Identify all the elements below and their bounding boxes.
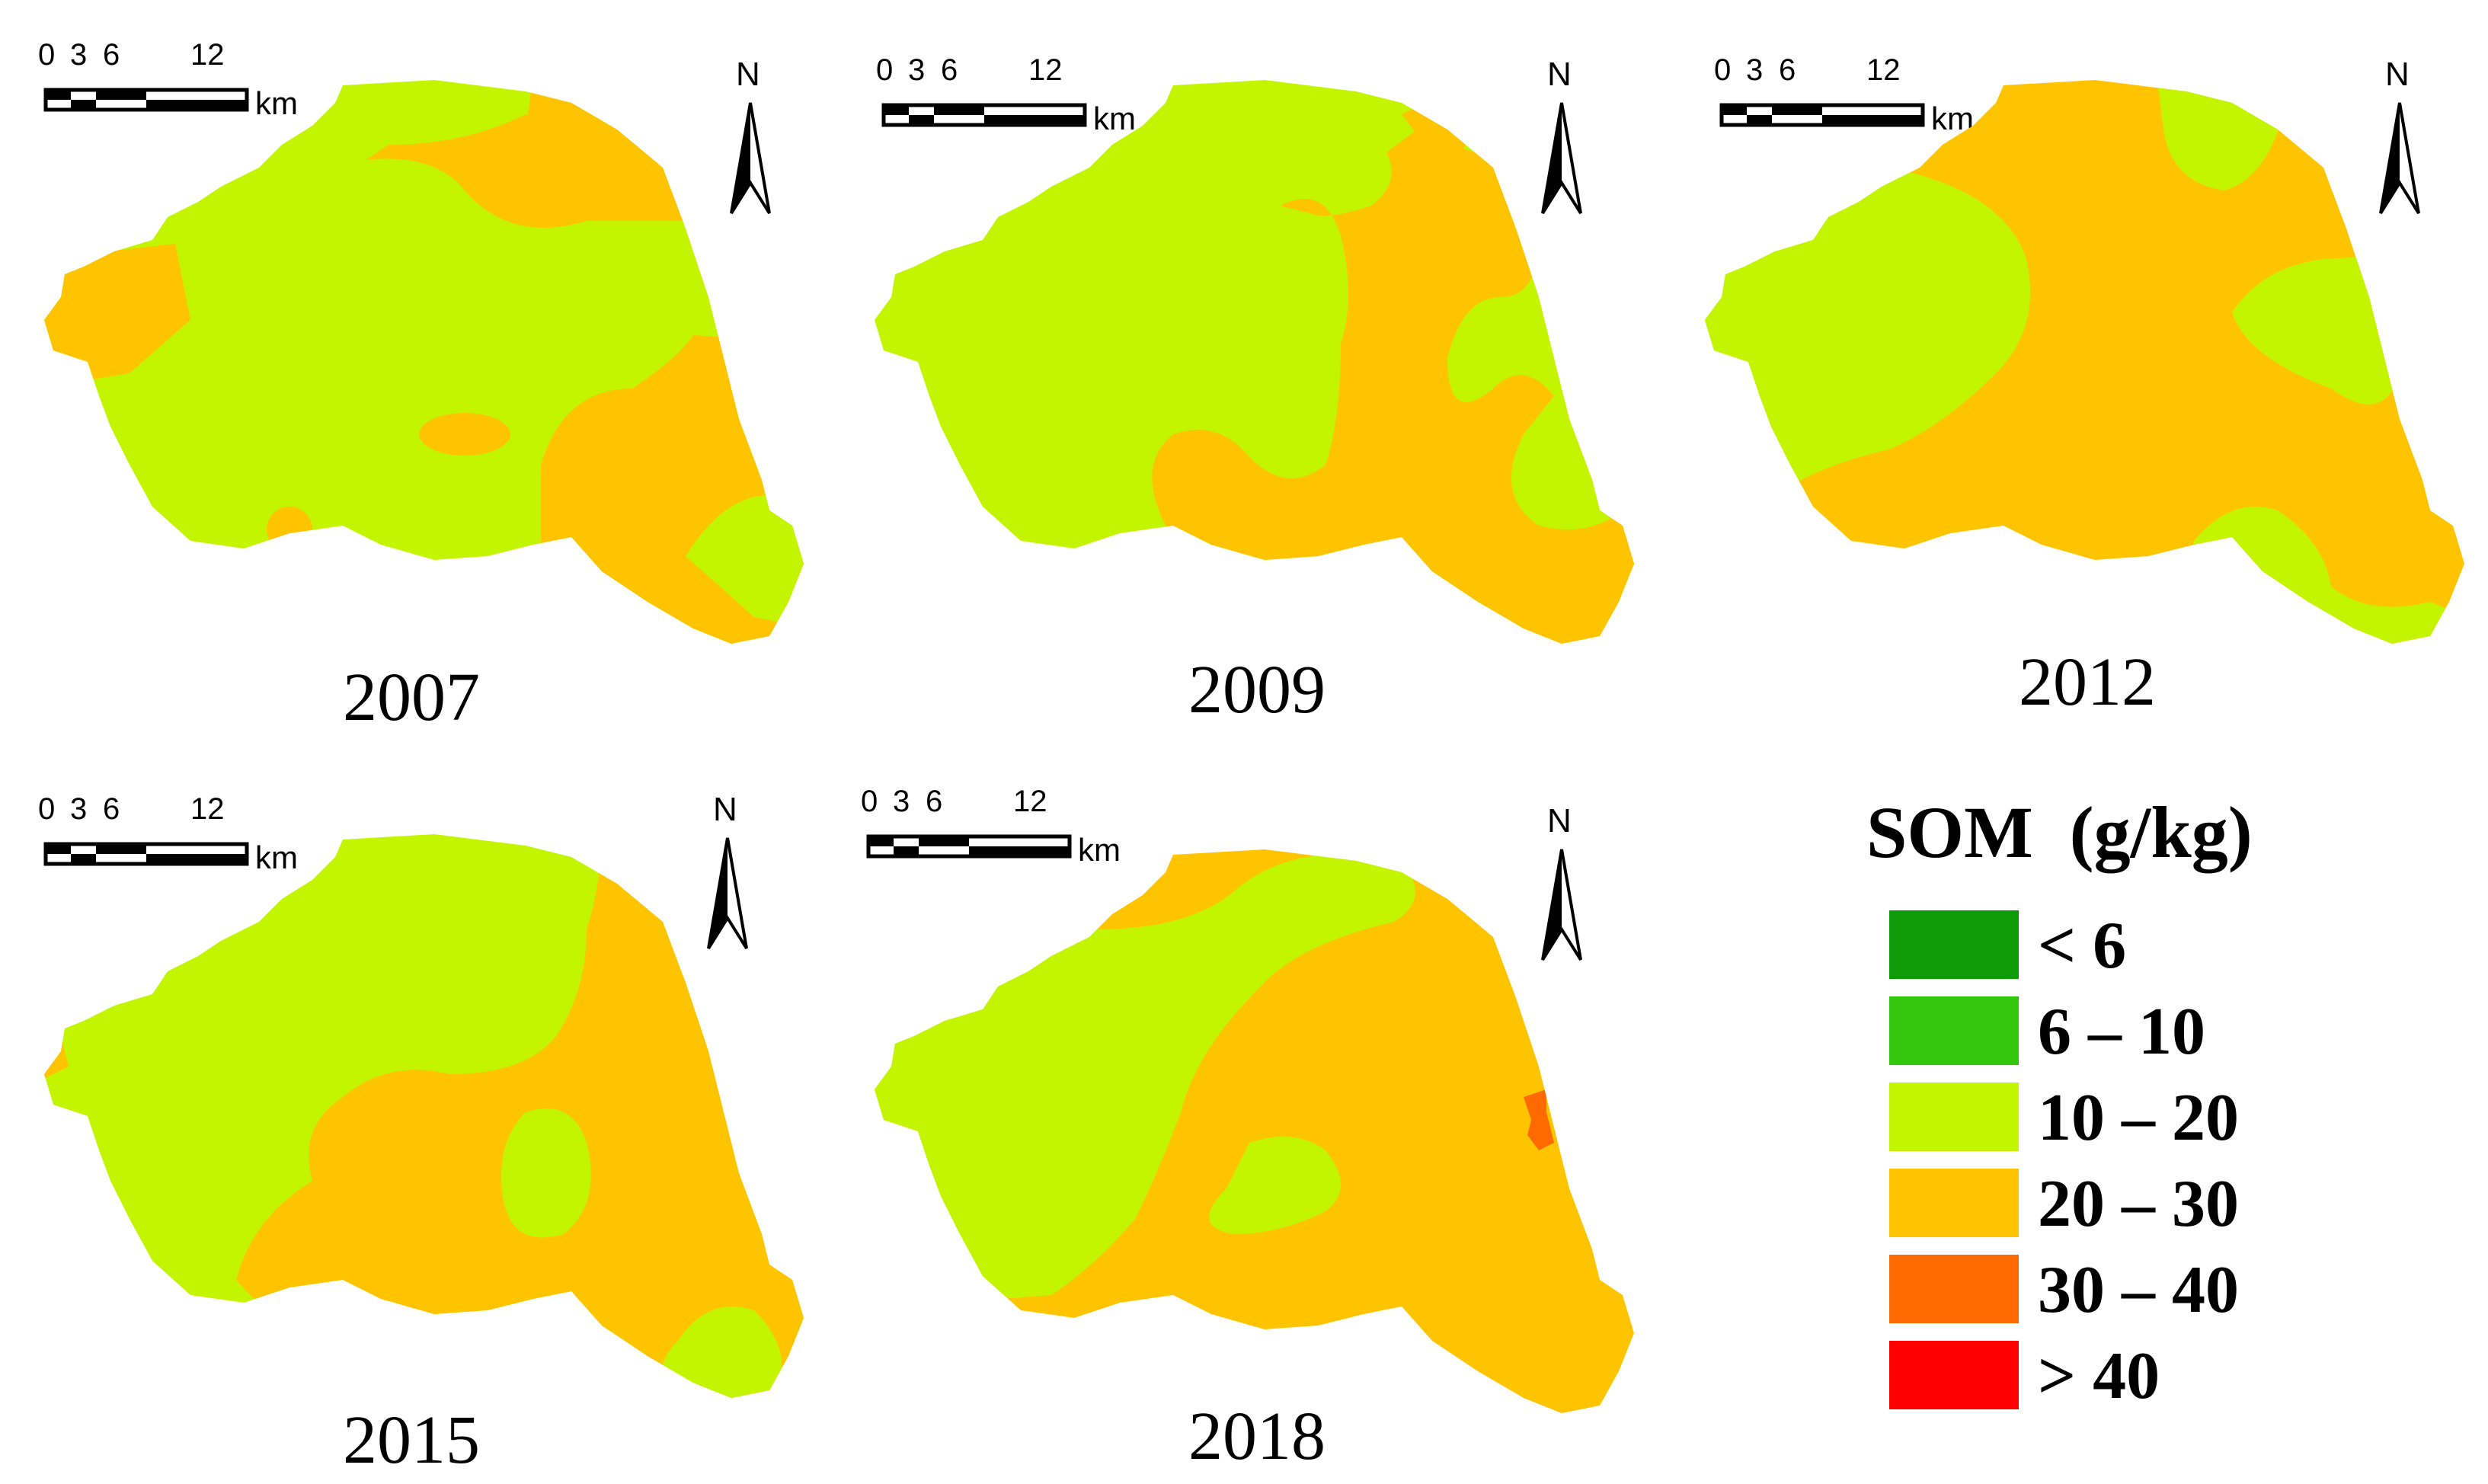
scale-bar-graphic [43, 842, 249, 866]
legend-label: 10 – 20 [2038, 1081, 2239, 1155]
scale-tick-6: 6 [103, 38, 120, 72]
region-map [44, 80, 804, 644]
map-panel-2012: 0 3 6 12 km N [1705, 53, 2464, 720]
scale-tick-6: 6 [926, 785, 942, 818]
scale-bar: 0 3 6 12 km [876, 53, 1136, 136]
legend-item: 10 – 20 [1889, 1081, 2239, 1155]
north-label: N [1547, 802, 1572, 840]
scale-tick-0: 0 [876, 53, 893, 87]
map-year: 2012 [2019, 644, 2156, 720]
map-panel-2007: 0 3 6 12 km N [38, 38, 804, 735]
scale-bar: 0 3 6 12 km [1714, 53, 1974, 136]
north-label: N [2385, 56, 2410, 93]
scale-bar-graphic [43, 88, 249, 112]
legend-label: 6 – 10 [2038, 995, 2205, 1069]
scale-tick-0: 0 [38, 792, 55, 826]
scale-tick-6: 6 [1779, 53, 1796, 87]
scale-unit: km [255, 840, 298, 875]
scale-tick-3: 3 [70, 38, 87, 72]
legend-label: 30 – 40 [2038, 1253, 2239, 1327]
legend-swatch [1889, 996, 2019, 1065]
scale-unit: km [1093, 101, 1136, 136]
scale-tick-12: 12 [1028, 53, 1063, 87]
legend-label: < 6 [2038, 909, 2126, 983]
region-map [875, 849, 1634, 1413]
north-arrow-icon: N [707, 791, 748, 950]
legend-title: SOM (g/kg) [1866, 792, 2253, 873]
scale-tick-12: 12 [190, 792, 225, 826]
scale-bar: 0 3 6 12 km [38, 792, 298, 875]
region-map [44, 834, 804, 1398]
scale-tick-3: 3 [70, 792, 87, 826]
north-arrow-icon: N [730, 56, 771, 215]
map-panel-2015: 0 3 6 12 km N [38, 791, 804, 1478]
map-year: 2018 [1188, 1399, 1326, 1474]
legend-items: < 6 6 – 10 10 – 20 20 – 30 30 – 40 > 40 [1889, 909, 2239, 1413]
map-year: 2015 [343, 1402, 480, 1478]
north-label: N [736, 56, 760, 93]
map-panel-2018: 0 3 6 12 km N 2018 [861, 785, 1634, 1474]
legend-swatch [1889, 1341, 2019, 1409]
scale-tick-3: 3 [908, 53, 925, 87]
scale-tick-6: 6 [103, 792, 120, 826]
north-label: N [713, 791, 737, 828]
north-arrow-icon: N [1541, 802, 1582, 961]
scale-unit: km [255, 85, 298, 121]
region-map [875, 80, 1634, 644]
legend-swatch [1889, 1083, 2019, 1151]
scale-bar-graphic [866, 834, 1072, 859]
north-label: N [1547, 56, 1572, 93]
scale-tick-12: 12 [190, 38, 225, 72]
scale-unit: km [1078, 832, 1121, 868]
scale-tick-0: 0 [861, 785, 878, 818]
scale-tick-3: 3 [1746, 53, 1763, 87]
legend-swatch [1889, 1255, 2019, 1323]
legend-item: 20 – 30 [1889, 1167, 2239, 1241]
legend: SOM (g/kg) < 6 6 – 10 10 – 20 20 – 30 30 – 4… [1866, 792, 2253, 1413]
scale-tick-6: 6 [941, 53, 958, 87]
region-map [1705, 80, 2464, 644]
map-year: 2007 [343, 660, 480, 735]
map-year: 2009 [1188, 652, 1326, 728]
legend-swatch [1889, 1169, 2019, 1237]
scale-tick-0: 0 [38, 38, 55, 72]
scale-bar: 0 3 6 12 km [861, 785, 1121, 868]
scale-bar-graphic [881, 103, 1087, 127]
legend-item: > 40 [1889, 1339, 2160, 1413]
legend-swatch [1889, 910, 2019, 979]
scale-bar-graphic [1719, 103, 1925, 127]
scale-tick-3: 3 [893, 785, 910, 818]
legend-item: 30 – 40 [1889, 1253, 2239, 1327]
legend-label: > 40 [2038, 1339, 2160, 1413]
scale-bar: 0 3 6 12 km [38, 38, 298, 121]
legend-label: 20 – 30 [2038, 1167, 2239, 1241]
map-panel-2009: 0 3 6 12 km N [875, 53, 1634, 728]
scale-tick-12: 12 [1013, 785, 1047, 818]
scale-tick-0: 0 [1714, 53, 1731, 87]
north-arrow-icon: N [1541, 56, 1582, 215]
legend-item: < 6 [1889, 909, 2126, 983]
legend-item: 6 – 10 [1889, 995, 2205, 1069]
north-arrow-icon: N [2379, 56, 2420, 215]
scale-tick-12: 12 [1866, 53, 1901, 87]
